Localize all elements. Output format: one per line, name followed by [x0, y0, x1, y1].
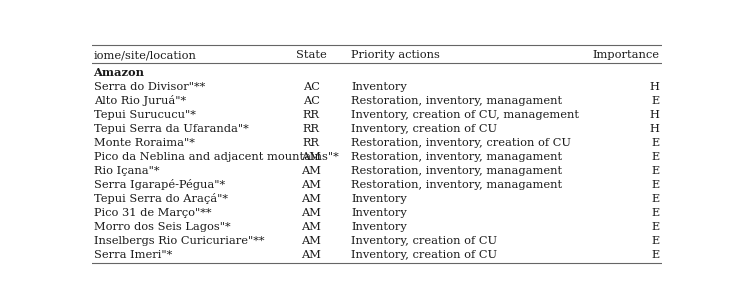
Text: Inventory: Inventory [351, 222, 406, 232]
Text: Inventory, creation of CU: Inventory, creation of CU [351, 124, 497, 134]
Text: Inselbergs Rio Curicuriare"**: Inselbergs Rio Curicuriare"** [93, 236, 264, 246]
Text: RR: RR [303, 138, 320, 148]
Text: Serra Igarapé-Pégua"*: Serra Igarapé-Pégua"* [93, 179, 225, 190]
Text: AM: AM [301, 236, 321, 246]
Text: AM: AM [301, 152, 321, 162]
Text: Rio Içana"*: Rio Içana"* [93, 166, 159, 176]
Text: H: H [650, 124, 660, 134]
Text: Morro dos Seis Lagos"*: Morro dos Seis Lagos"* [93, 222, 230, 232]
Text: E: E [652, 222, 660, 232]
Text: Inventory: Inventory [351, 208, 406, 218]
Text: E: E [652, 96, 660, 106]
Text: RR: RR [303, 110, 320, 120]
Text: E: E [652, 194, 660, 204]
Text: Restoration, inventory, creation of CU: Restoration, inventory, creation of CU [351, 138, 571, 148]
Text: AM: AM [301, 222, 321, 232]
Text: Inventory: Inventory [351, 194, 406, 204]
Text: AC: AC [303, 82, 320, 92]
Text: E: E [652, 236, 660, 246]
Text: Pico da Neblina and adjacent mountains"*: Pico da Neblina and adjacent mountains"* [93, 152, 338, 162]
Text: Inventory, creation of CU: Inventory, creation of CU [351, 250, 497, 260]
Text: Inventory, creation of CU: Inventory, creation of CU [351, 236, 497, 246]
Text: Importance: Importance [593, 50, 660, 60]
Text: E: E [652, 208, 660, 218]
Text: Pico 31 de Março"**: Pico 31 de Março"** [93, 208, 211, 218]
Text: Amazon: Amazon [93, 67, 145, 78]
Text: State: State [295, 50, 326, 60]
Text: Serra do Divisor"**: Serra do Divisor"** [93, 82, 205, 92]
Text: E: E [652, 180, 660, 190]
Text: Restoration, inventory, managament: Restoration, inventory, managament [351, 180, 562, 190]
Text: E: E [652, 152, 660, 162]
Text: Tepui Surucucu"*: Tepui Surucucu"* [93, 110, 196, 120]
Text: Priority actions: Priority actions [351, 50, 440, 60]
Text: E: E [652, 138, 660, 148]
Text: iome/site/location: iome/site/location [93, 50, 196, 60]
Text: AM: AM [301, 194, 321, 204]
Text: Tepui Serra da Ufaranda"*: Tepui Serra da Ufaranda"* [93, 124, 248, 134]
Text: Restoration, inventory, managament: Restoration, inventory, managament [351, 96, 562, 106]
Text: AC: AC [303, 96, 320, 106]
Text: AM: AM [301, 250, 321, 260]
Text: AM: AM [301, 166, 321, 176]
Text: Tepui Serra do Araçá"*: Tepui Serra do Araçá"* [93, 193, 228, 204]
Text: Alto Rio Juruá"*: Alto Rio Juruá"* [93, 95, 186, 106]
Text: H: H [650, 82, 660, 92]
Text: Inventory: Inventory [351, 82, 406, 92]
Text: Serra Imeri"*: Serra Imeri"* [93, 250, 172, 260]
Text: E: E [652, 166, 660, 176]
Text: RR: RR [303, 124, 320, 134]
Text: Inventory, creation of CU, management: Inventory, creation of CU, management [351, 110, 579, 120]
Text: Monte Roraima"*: Monte Roraima"* [93, 138, 195, 148]
Text: AM: AM [301, 208, 321, 218]
Text: Restoration, inventory, managament: Restoration, inventory, managament [351, 152, 562, 162]
Text: E: E [652, 250, 660, 260]
Text: AM: AM [301, 180, 321, 190]
Text: Restoration, inventory, managament: Restoration, inventory, managament [351, 166, 562, 176]
Text: H: H [650, 110, 660, 120]
